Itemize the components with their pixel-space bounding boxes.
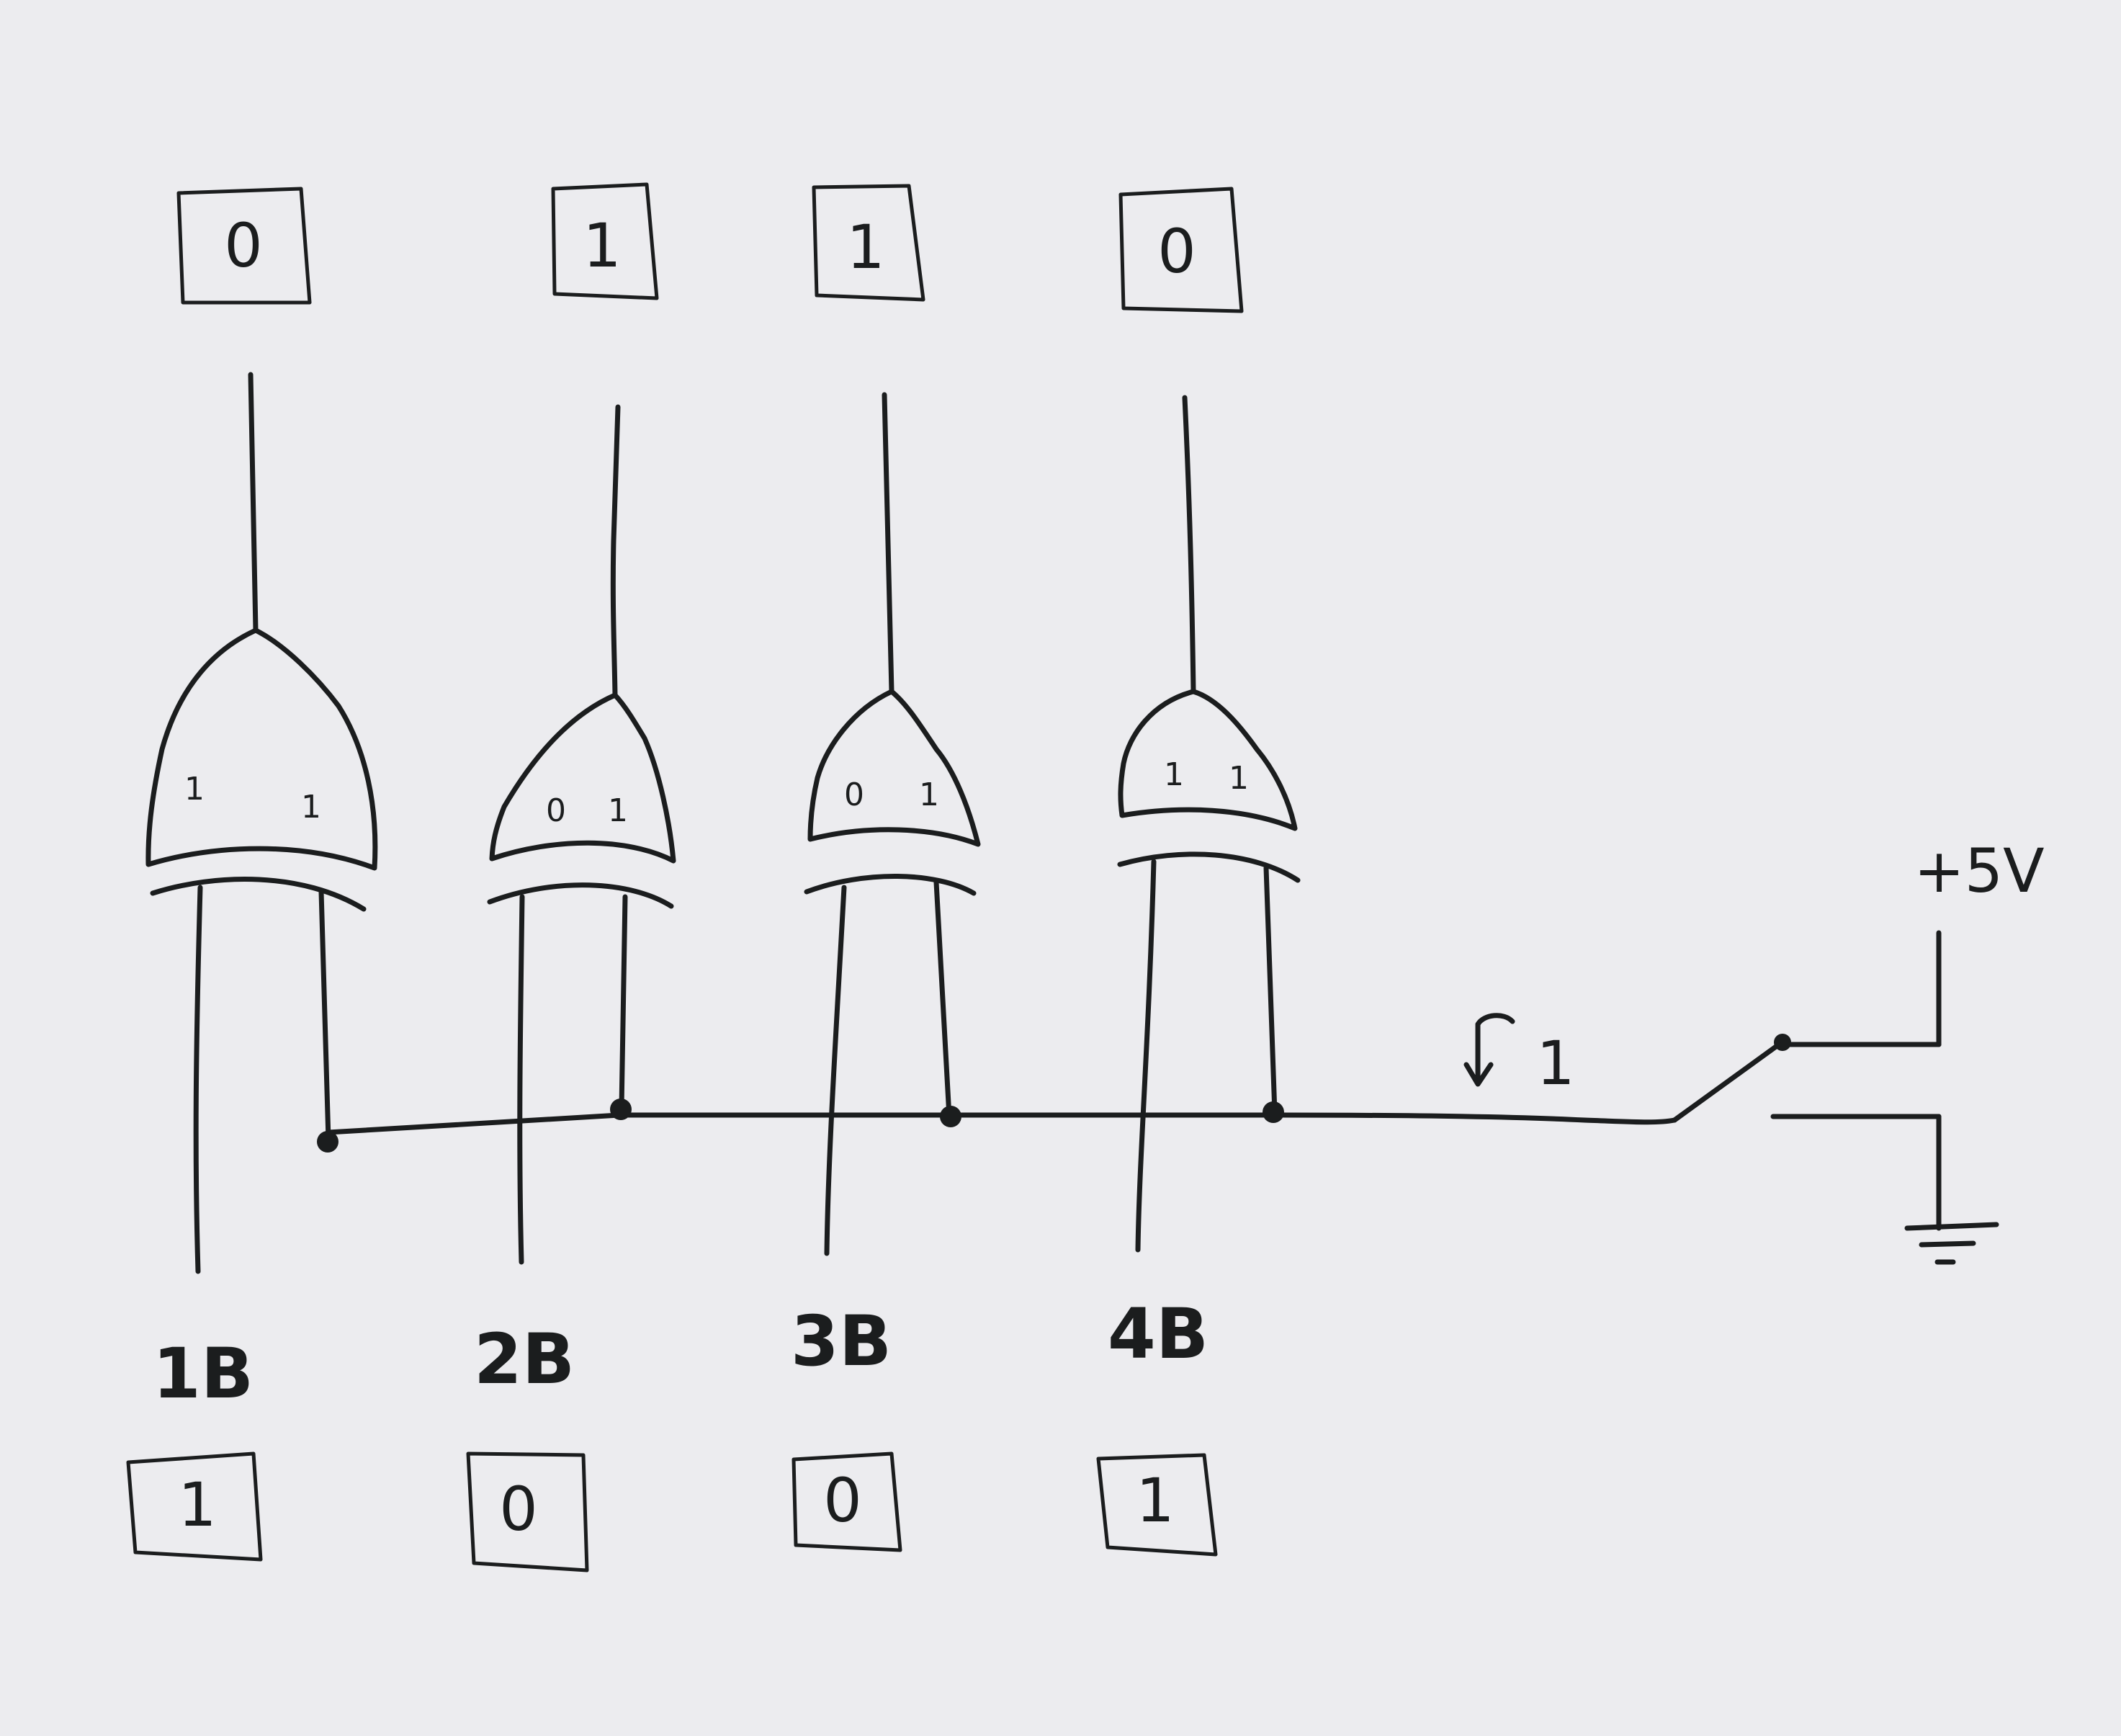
gate-input-a: 1	[184, 771, 205, 807]
switch-state-label: 1	[1536, 1028, 1574, 1099]
output-wire	[610, 404, 621, 698]
bus-label-2: 2B	[474, 1319, 575, 1400]
input-value: 0	[823, 1465, 861, 1536]
input-value: 1	[178, 1469, 216, 1540]
bus-label-1: 1B	[153, 1333, 254, 1414]
input-value: 1	[1136, 1465, 1174, 1536]
switch-lever	[1672, 1042, 1782, 1123]
ground-icon	[1904, 1222, 1999, 1265]
gate-input-curve	[487, 882, 674, 909]
gate-input-curve	[150, 877, 367, 912]
xor-gate-2: 0 1	[487, 404, 676, 909]
xor-gate-3: 0 1	[804, 392, 981, 896]
output-value: 0	[224, 210, 262, 281]
output-wire	[1182, 395, 1196, 694]
output-value: 0	[1157, 216, 1196, 287]
bus-wire-2	[517, 894, 525, 1265]
bus-label-4: 4B	[1108, 1294, 1209, 1374]
toggle-arrowhead	[1463, 1062, 1494, 1087]
toggle-arrow-icon	[1475, 1013, 1515, 1027]
supply-label: +5V	[1914, 836, 2044, 906]
output-box-3: 1	[812, 184, 925, 302]
input-box-1: 1	[126, 1451, 263, 1562]
output-wire	[882, 392, 894, 694]
common-line	[326, 1112, 1677, 1135]
input-box-4: 1	[1096, 1453, 1218, 1557]
xor-gate-1: 1 1	[145, 372, 378, 912]
gate-body	[489, 692, 676, 864]
gate-body	[807, 689, 981, 847]
toggle-switch: 1 +5V	[1463, 836, 2045, 1231]
gate-input-b: 1	[608, 792, 628, 829]
output-value: 1	[846, 212, 884, 282]
gate-body	[145, 627, 378, 871]
gate-body	[1118, 689, 1298, 831]
common-wire-3	[933, 880, 952, 1119]
gate-input-curve	[1117, 851, 1301, 883]
output-wire	[248, 372, 259, 633]
output-box-4: 0	[1118, 187, 1244, 313]
common-wire-4	[1263, 865, 1278, 1116]
bus-wire-3	[824, 885, 847, 1256]
bus-label-3: 3B	[791, 1301, 892, 1382]
output-box-1: 0	[176, 187, 312, 305]
bus-wire-4	[1135, 859, 1157, 1253]
gate-input-b: 1	[301, 789, 321, 826]
output-box-2: 1	[551, 182, 659, 300]
gate-input-a: 0	[546, 792, 566, 829]
gate-input-curve	[804, 874, 977, 896]
bus-wire-1	[193, 885, 203, 1274]
gate-input-b: 1	[1229, 760, 1249, 797]
common-wire-2	[619, 894, 628, 1111]
output-value: 1	[583, 210, 621, 281]
gate-input-a: 1	[1164, 756, 1184, 793]
input-box-3: 0	[792, 1451, 902, 1552]
xor-gate-4: 1 1	[1117, 395, 1301, 883]
input-box-2: 0	[466, 1451, 589, 1572]
junction-dot-1	[317, 1131, 338, 1153]
junction-dot-3	[940, 1106, 961, 1127]
input-value: 0	[499, 1474, 537, 1544]
gate-input-a: 0	[844, 777, 864, 813]
gate-input-b: 1	[919, 777, 939, 813]
common-wire-1	[318, 889, 331, 1142]
junction-dot-4	[1263, 1101, 1284, 1123]
junction-dot-2	[610, 1099, 632, 1120]
